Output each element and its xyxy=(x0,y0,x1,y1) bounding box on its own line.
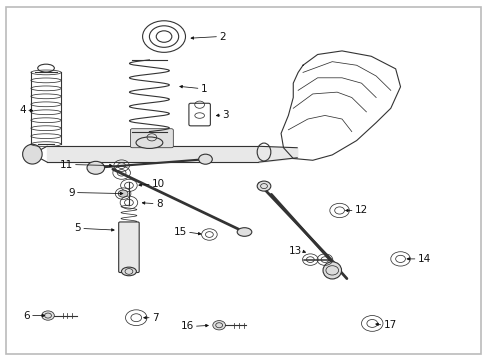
Text: 1: 1 xyxy=(200,84,207,94)
Ellipse shape xyxy=(323,262,341,279)
Text: 7: 7 xyxy=(152,313,158,323)
Circle shape xyxy=(41,311,54,320)
Text: 14: 14 xyxy=(417,254,430,264)
Text: 17: 17 xyxy=(383,320,396,330)
Circle shape xyxy=(257,181,270,191)
Text: 9: 9 xyxy=(68,188,75,198)
Circle shape xyxy=(118,190,128,197)
Text: 2: 2 xyxy=(219,32,225,41)
Ellipse shape xyxy=(136,137,163,148)
Text: 3: 3 xyxy=(222,110,229,120)
FancyBboxPatch shape xyxy=(130,129,173,148)
Text: 10: 10 xyxy=(152,179,164,189)
Text: 12: 12 xyxy=(354,206,367,216)
Circle shape xyxy=(87,161,104,174)
Text: 8: 8 xyxy=(156,199,162,209)
Text: 5: 5 xyxy=(74,224,81,233)
Ellipse shape xyxy=(22,144,42,164)
FancyBboxPatch shape xyxy=(119,222,139,273)
Ellipse shape xyxy=(237,228,251,236)
Text: 11: 11 xyxy=(60,159,73,170)
Text: 4: 4 xyxy=(20,105,26,116)
Text: 6: 6 xyxy=(23,311,30,320)
Ellipse shape xyxy=(121,267,136,276)
Text: 15: 15 xyxy=(173,227,186,237)
Text: 16: 16 xyxy=(180,321,193,331)
Text: 13: 13 xyxy=(288,246,302,256)
Circle shape xyxy=(198,154,212,164)
Circle shape xyxy=(212,320,225,330)
